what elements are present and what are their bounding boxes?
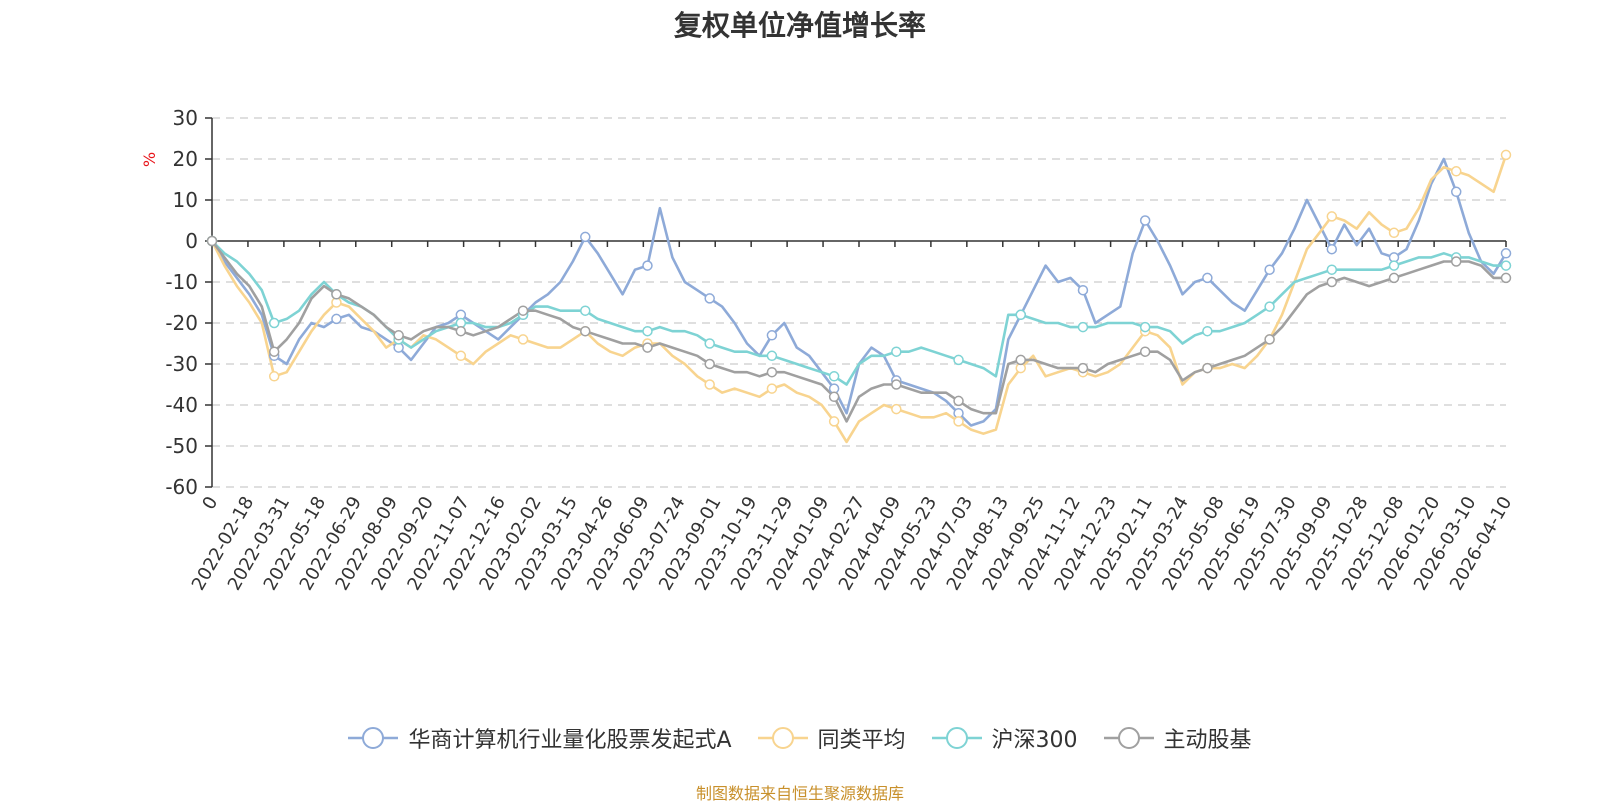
legend-label: 主动股基: [1163, 728, 1252, 753]
data-point: [1326, 243, 1338, 255]
data-point: [1326, 264, 1338, 275]
y-tick-label: 20: [173, 147, 198, 171]
data-point: [704, 379, 715, 390]
data-point: [704, 338, 715, 349]
data-point: [268, 317, 280, 329]
legend-label: 沪深300: [991, 728, 1078, 753]
y-tick-label: 0: [185, 229, 198, 253]
y-tick-label: -60: [165, 475, 198, 499]
data-point: [1202, 362, 1213, 374]
data-point: [268, 346, 280, 357]
data-point: [828, 391, 840, 403]
data-point: [1500, 260, 1512, 271]
data-point: [1264, 301, 1275, 312]
data-point: [1450, 256, 1462, 267]
legend-line-circle-icon: [1103, 727, 1154, 749]
series-line: [211, 240, 1506, 386]
data-point: [1450, 186, 1462, 198]
data-point: [1388, 260, 1400, 271]
series-lines: [210, 154, 1508, 444]
series-markers: [206, 149, 1512, 427]
data-point: [766, 383, 778, 394]
data-point: [580, 231, 591, 243]
data-point: [1264, 264, 1275, 275]
data-point: [953, 395, 964, 407]
data-point: [1077, 362, 1089, 374]
data-point: [206, 235, 218, 247]
data-point: [953, 354, 964, 366]
y-tick-label: -50: [165, 434, 198, 458]
data-point: [1015, 354, 1026, 366]
y-tick-label: -10: [165, 270, 198, 294]
data-point: [455, 350, 467, 362]
data-point: [455, 325, 467, 337]
data-source-note: 制图数据来自恒生聚源数据库: [695, 784, 904, 803]
chart-plot-area: 30 20 10 0 -10 -20 -30 -40 -50 -60 02022-02-18202…: [165, 106, 1516, 594]
x-axis: 02022-02-182022-03-312022-05-182022-06-2…: [188, 240, 1516, 594]
data-point: [1264, 334, 1275, 345]
data-point: [331, 313, 342, 325]
x-tick-label: 0: [198, 493, 222, 513]
data-point: [1450, 166, 1462, 177]
y-tick-label: -40: [165, 393, 198, 417]
data-point: [1202, 325, 1213, 337]
data-point: [828, 416, 840, 427]
data-point: [1326, 276, 1338, 288]
legend-item[interactable]: 沪深300: [931, 722, 1078, 754]
legend-line-circle-icon: [757, 727, 808, 749]
legend-label: 华商计算机行业量化股票发起式A: [408, 728, 732, 753]
data-point: [1139, 346, 1151, 357]
y-axis: 30 20 10 0 -10 -20 -30 -40 -50 -60: [165, 106, 213, 499]
data-point: [766, 350, 778, 362]
data-point: [331, 289, 342, 300]
data-point: [1500, 248, 1512, 259]
data-point: [642, 342, 653, 353]
legend-item[interactable]: 同类平均: [757, 722, 906, 754]
data-point: [642, 325, 653, 337]
data-point: [891, 403, 902, 415]
data-point: [953, 416, 964, 427]
data-point: [891, 379, 902, 390]
data-point: [1077, 321, 1089, 333]
data-point: [766, 330, 778, 341]
legend-item[interactable]: 华商计算机行业量化股票发起式A: [348, 722, 732, 754]
data-point: [891, 346, 902, 357]
data-point: [704, 293, 715, 304]
data-point: [828, 371, 840, 382]
series-line: [210, 240, 1506, 423]
y-tick-label: 10: [173, 188, 198, 212]
y-tick-label: -30: [165, 352, 198, 376]
legend: 华商计算机行业量化股票发起式A 同类平均 沪深300 主动股基: [0, 722, 1600, 754]
data-point: [1139, 321, 1151, 333]
data-point: [704, 358, 715, 370]
data-point: [580, 305, 591, 316]
y-tick-label: -20: [165, 311, 198, 335]
data-point: [580, 325, 591, 337]
data-point: [1139, 215, 1151, 226]
data-point: [268, 371, 280, 382]
data-point: [1015, 309, 1026, 321]
chart-title: 复权单位净值增长率: [673, 9, 926, 42]
y-tick-label: 30: [173, 106, 198, 130]
data-point: [1388, 272, 1400, 284]
data-point: [766, 366, 778, 378]
legend-line-circle-icon: [348, 727, 399, 749]
data-point: [642, 260, 653, 271]
gridlines: [212, 117, 1506, 488]
data-point: [1326, 211, 1338, 222]
legend-label: 同类平均: [817, 728, 906, 753]
data-point: [1202, 272, 1213, 284]
data-point: [1077, 284, 1089, 296]
legend-item[interactable]: 主动股基: [1103, 722, 1252, 754]
data-point: [1500, 272, 1512, 284]
data-point: [517, 334, 529, 345]
legend-line-circle-icon: [931, 727, 982, 749]
data-point: [1388, 227, 1400, 239]
data-point: [1500, 149, 1512, 161]
data-point: [393, 330, 404, 341]
data-point: [517, 305, 529, 316]
